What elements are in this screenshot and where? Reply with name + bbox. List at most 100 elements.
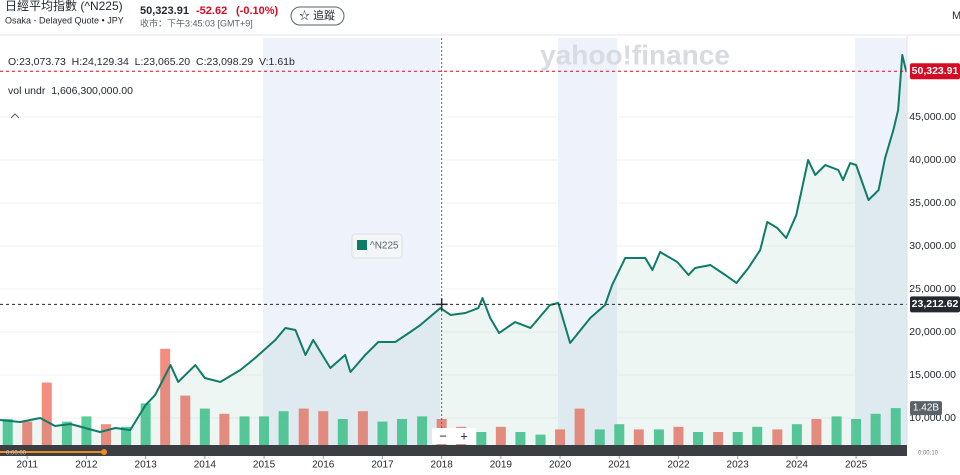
volume-bar [693, 431, 704, 445]
ohlc: O:23,073.73 H:24,129.34 L:23,065.20 C:23… [8, 56, 295, 68]
volume-study: vol undr 1,606,300,000.00 [8, 85, 133, 97]
volume-bar [673, 426, 684, 445]
follow-button[interactable] [290, 6, 345, 26]
scrubber-knob[interactable] [101, 449, 107, 455]
crosshair-cursor [435, 298, 448, 311]
volume-bar [318, 411, 329, 445]
x-tick-label: 2021 [608, 460, 631, 471]
zoom-controls [432, 428, 476, 444]
volume-tag-label: 1.42B [913, 403, 939, 414]
volume-bar [495, 426, 506, 445]
volume-bar [199, 408, 210, 445]
change: -52.62 [196, 5, 227, 17]
volume-bar [713, 431, 724, 445]
volume-bar [811, 418, 822, 445]
watermark: yahoo!finance [540, 39, 730, 70]
volume-bar [732, 431, 743, 445]
price-tag-label: 23,212.62 [912, 298, 959, 310]
volume-bar [278, 411, 289, 445]
x-tick-label: 2023 [727, 460, 750, 471]
volume-bar [890, 408, 901, 445]
volume-bar [535, 434, 546, 445]
scrubber-progress [0, 451, 104, 453]
x-tick-label: 2022 [667, 460, 690, 471]
volume-bar [160, 348, 171, 445]
price: 50,323.91 [140, 5, 189, 17]
legend-label: ^N225 [370, 241, 399, 252]
y-tick-label: 40,000.00 [909, 154, 956, 166]
title: 日經平均指數 (^N225) [5, 0, 123, 13]
volume-bar [81, 416, 92, 445]
volume-bar [574, 408, 585, 445]
price-tag [910, 296, 960, 313]
change-percent: (-0.10%) [236, 5, 279, 17]
x-tick-label: 2013 [135, 460, 158, 471]
price-tag [910, 63, 960, 80]
zoom-out[interactable]: − [439, 428, 447, 443]
volume-bar [259, 416, 270, 445]
price-line [0, 54, 908, 434]
volume-bar [791, 424, 802, 445]
volume-bar [396, 418, 407, 445]
volume-bar [140, 403, 151, 445]
volume-bar [219, 413, 230, 445]
volume-bar [594, 429, 605, 445]
volume-bar [239, 416, 250, 445]
x-tick-label: 2017 [371, 460, 394, 471]
x-tick-label: 2025 [845, 460, 868, 471]
x-tick-label: 2020 [549, 460, 572, 471]
x-tick-label: 2014 [194, 460, 217, 471]
market-time: 收市：下午3:45:03 [GMT+9] [140, 17, 253, 28]
volume-bar [614, 424, 625, 445]
volume-bar [555, 429, 566, 445]
volume-bar [476, 431, 487, 445]
volume-bar [22, 421, 33, 445]
volume-bar [41, 382, 52, 445]
y-tick-label: 45,000.00 [909, 111, 956, 123]
time-end: 0:00:10 [918, 451, 939, 457]
volume-bar [417, 416, 428, 445]
period-band [558, 38, 617, 445]
volume-bar [851, 418, 862, 445]
volume-bar [772, 429, 783, 445]
menu-letter: M [952, 10, 960, 22]
zoom-in[interactable]: + [460, 428, 468, 443]
x-tick-label: 2024 [786, 460, 809, 471]
area [0, 55, 907, 446]
x-tick-label: 2018 [431, 460, 454, 471]
scrubber[interactable] [0, 445, 907, 456]
follow-label[interactable]: ☆ 追蹤 [299, 8, 335, 22]
price-tag-label: 50,323.91 [912, 65, 959, 77]
volume-tag [910, 401, 942, 416]
volume-bar [377, 421, 388, 445]
y-tick-label: 15,000.00 [909, 369, 956, 381]
y-tick-label: 20,000.00 [909, 326, 956, 338]
x-tick-label: 2019 [490, 460, 513, 471]
subtitle: Osaka - Delayed Quote • JPY [5, 15, 124, 25]
volume-bar [357, 411, 368, 445]
volume-bar [298, 408, 309, 445]
legend-swatch [357, 240, 367, 250]
time-start: 0:00:00 [6, 451, 27, 457]
volume-bar [100, 424, 111, 445]
volume-bar [337, 418, 348, 445]
y-tick-label: 30,000.00 [909, 240, 956, 252]
volume-bar [121, 426, 132, 445]
x-tick-label: 2011 [16, 460, 38, 471]
volume-bar [61, 421, 72, 445]
volume-bar [515, 431, 526, 445]
y-tick-label: 35,000.00 [909, 197, 956, 209]
collapse-icon[interactable] [10, 113, 20, 119]
x-tick-label: 2012 [75, 460, 98, 471]
volume-bar [2, 418, 13, 445]
y-tick-label: 25,000.00 [909, 283, 956, 295]
volume-bar [653, 429, 664, 445]
volume-bar [633, 429, 644, 445]
volume-bar [752, 426, 763, 445]
x-tick-label: 2016 [312, 460, 335, 471]
x-tick-label: 2015 [253, 460, 276, 471]
volume-bar [870, 413, 881, 445]
volume-bar [831, 416, 842, 445]
volume-bar [180, 395, 191, 445]
